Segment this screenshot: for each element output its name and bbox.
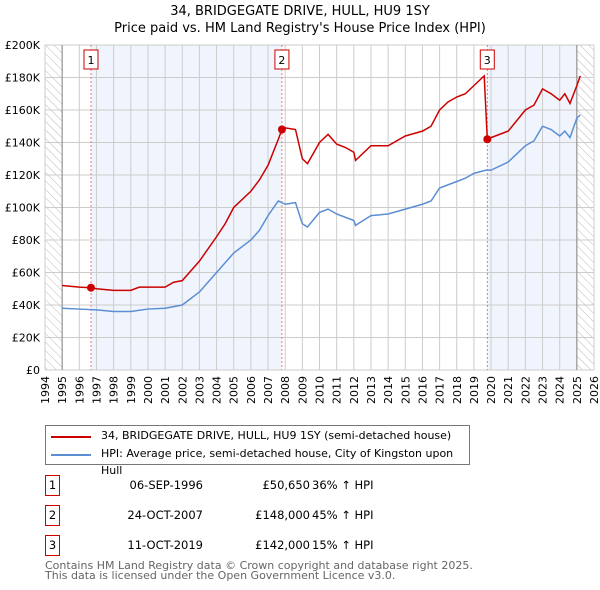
sale-label: 3 [484, 54, 491, 67]
x-tick-label: 2013 [365, 376, 378, 404]
sale-date: 06-SEP-1996 [129, 478, 203, 492]
x-tick-label: 1998 [108, 376, 121, 404]
sale-marker: 2 [45, 505, 60, 526]
footer-line2: This data is licensed under the Open Gov… [45, 569, 396, 582]
sale-date: 24-OCT-2007 [127, 508, 203, 522]
x-tick-label: 2008 [279, 376, 292, 404]
sale-point [86, 283, 95, 292]
sale-label-box [479, 49, 495, 70]
x-tick-label: 1995 [56, 376, 69, 404]
x-tick-label: 2025 [571, 376, 584, 404]
footer: Contains HM Land Registry data © Crown c… [45, 559, 473, 582]
x-tick-label: 2012 [348, 376, 361, 404]
x-tick-label: 2006 [245, 376, 258, 404]
y-tick-label: £180K [5, 72, 41, 85]
x-tick-label: 2020 [485, 376, 498, 404]
price-paid-line [62, 74, 581, 292]
x-tick-label: 2019 [468, 376, 481, 404]
sale-label: 1 [87, 54, 94, 67]
x-tick-label: 1997 [90, 376, 103, 404]
sale-point [277, 125, 286, 134]
sale-hpi: 45% ↑ HPI [312, 508, 374, 522]
price-chart: 1994 1995 1996 1997 1998 1999 2000 2001 2002 2003… [5, 39, 600, 404]
sale-point [483, 135, 492, 144]
sale-hpi: 15% ↑ HPI [312, 538, 374, 552]
x-tick-label: 2015 [399, 376, 412, 404]
x-tick-label: 2017 [434, 376, 447, 404]
sale-label-box [83, 49, 99, 70]
x-tick-label: 2014 [382, 376, 395, 404]
sale-label: 2 [278, 54, 285, 67]
x-tick-label: 2011 [331, 376, 344, 404]
y-tick-label: £100K [5, 202, 41, 215]
x-tick-label: 2001 [159, 376, 172, 404]
sale-date: 11-OCT-2019 [127, 538, 203, 552]
sale-hpi: 36% ↑ HPI [312, 478, 374, 492]
hpi-line [62, 114, 581, 313]
legend-red-line [51, 436, 91, 438]
legend: 34, BRIDGEGATE DRIVE, HULL, HU9 1SY (sem… [45, 425, 470, 477]
x-tick-label: 2026 [588, 376, 600, 404]
chart-title: 34, BRIDGEGATE DRIVE, HULL, HU9 1SY [170, 4, 430, 19]
y-tick-label: £60K [12, 267, 41, 280]
sale-price: £142,000 [255, 538, 310, 552]
y-tick-label: £20K [12, 332, 41, 345]
y-tick-label: £40K [12, 299, 41, 312]
x-tick-label: 2000 [142, 376, 155, 404]
y-tick-label: £200K [5, 39, 41, 52]
x-tick-label: 2010 [314, 376, 327, 404]
x-tick-label: 2023 [537, 376, 550, 404]
y-tick-label: £160K [5, 104, 41, 117]
x-tick-label: 2022 [519, 376, 532, 404]
legend-property: 34, BRIDGEGATE DRIVE, HULL, HU9 1SY (sem… [101, 429, 452, 442]
x-tick-label: 2016 [416, 376, 429, 404]
sale-price: £50,650 [262, 478, 310, 492]
y-tick-label: £80K [12, 234, 41, 247]
x-tick-label: 1996 [73, 376, 86, 404]
x-tick-label: 1994 [39, 376, 52, 404]
x-tick-label: 2009 [296, 376, 309, 404]
x-tick-label: 1999 [125, 376, 138, 404]
sale-price: £148,000 [255, 508, 310, 522]
x-tick-label: 2002 [176, 376, 189, 404]
x-tick-label: 2003 [193, 376, 206, 404]
x-tick-label: 2018 [451, 376, 464, 404]
x-tick-label: 2021 [502, 376, 515, 404]
x-tick-label: 2007 [262, 376, 275, 404]
x-tick-label: 2024 [554, 376, 567, 404]
footer-line1: Contains HM Land Registry data © Crown c… [45, 559, 473, 572]
sale-label-box [274, 49, 290, 70]
x-tick-label: 2004 [211, 376, 224, 404]
chart-subtitle: Price paid vs. HM Land Registry's House … [114, 21, 486, 36]
x-tick-label: 2005 [228, 376, 241, 404]
sale-row: 2 24-OCT-2007 £148,000 45% ↑ HPI [45, 505, 485, 526]
y-tick-label: £0 [26, 364, 40, 377]
y-tick-label: £140K [5, 137, 41, 150]
sale-row: 3 11-OCT-2019 £142,000 15% ↑ HPI [45, 535, 485, 556]
sale-marker: 3 [45, 535, 60, 556]
legend-blue-line [51, 454, 91, 456]
sale-marker: 1 [45, 475, 60, 496]
sale-row: 1 06-SEP-1996 £50,650 36% ↑ HPI [45, 475, 485, 496]
legend-hpi: HPI: Average price, semi-detached house,… [101, 447, 454, 477]
y-tick-label: £120K [5, 169, 41, 182]
